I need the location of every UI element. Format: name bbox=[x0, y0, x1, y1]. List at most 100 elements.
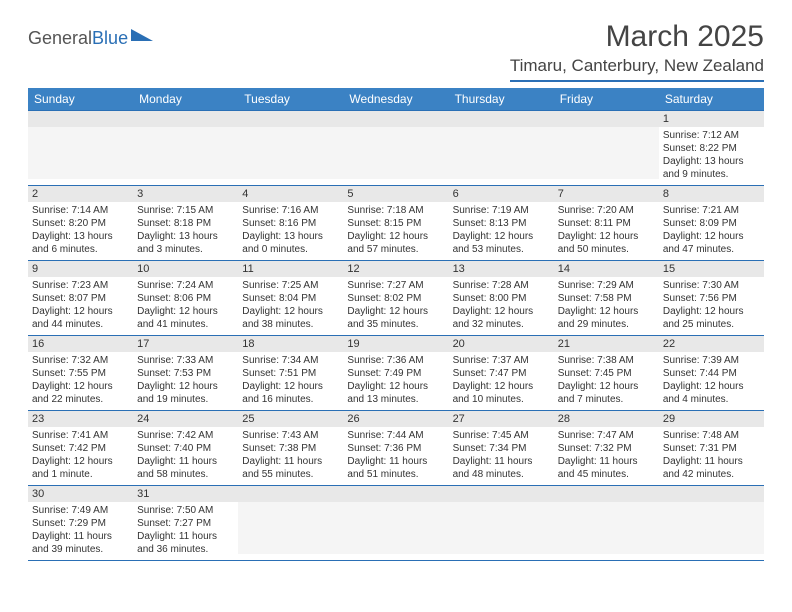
day-cell: 26Sunrise: 7:44 AMSunset: 7:36 PMDayligh… bbox=[343, 411, 448, 486]
day-number: 26 bbox=[343, 411, 448, 427]
day-number: 22 bbox=[659, 336, 764, 352]
day-header: Wednesday bbox=[343, 88, 448, 111]
title-block: March 2025 Timaru, Canterbury, New Zeala… bbox=[510, 20, 764, 82]
day-number: 9 bbox=[28, 261, 133, 277]
day-body: Sunrise: 7:50 AMSunset: 7:27 PMDaylight:… bbox=[133, 502, 238, 560]
day-cell bbox=[554, 486, 659, 561]
day-cell: 21Sunrise: 7:38 AMSunset: 7:45 PMDayligh… bbox=[554, 336, 659, 411]
header: GeneralBlue March 2025 Timaru, Canterbur… bbox=[28, 20, 764, 82]
day-cell: 14Sunrise: 7:29 AMSunset: 7:58 PMDayligh… bbox=[554, 261, 659, 336]
day-body-empty bbox=[449, 502, 554, 554]
day-cell: 25Sunrise: 7:43 AMSunset: 7:38 PMDayligh… bbox=[238, 411, 343, 486]
day-cell bbox=[554, 111, 659, 186]
day-cell: 22Sunrise: 7:39 AMSunset: 7:44 PMDayligh… bbox=[659, 336, 764, 411]
day-number: 16 bbox=[28, 336, 133, 352]
day-number: 28 bbox=[554, 411, 659, 427]
day-number bbox=[343, 111, 448, 127]
day-number: 8 bbox=[659, 186, 764, 202]
day-number: 30 bbox=[28, 486, 133, 502]
day-body: Sunrise: 7:19 AMSunset: 8:13 PMDaylight:… bbox=[449, 202, 554, 260]
day-body: Sunrise: 7:34 AMSunset: 7:51 PMDaylight:… bbox=[238, 352, 343, 410]
day-header-row: SundayMondayTuesdayWednesdayThursdayFrid… bbox=[28, 88, 764, 111]
day-body: Sunrise: 7:41 AMSunset: 7:42 PMDaylight:… bbox=[28, 427, 133, 485]
day-body: Sunrise: 7:33 AMSunset: 7:53 PMDaylight:… bbox=[133, 352, 238, 410]
calendar-row: 1Sunrise: 7:12 AMSunset: 8:22 PMDaylight… bbox=[28, 111, 764, 186]
day-header: Tuesday bbox=[238, 88, 343, 111]
day-body: Sunrise: 7:15 AMSunset: 8:18 PMDaylight:… bbox=[133, 202, 238, 260]
location: Timaru, Canterbury, New Zealand bbox=[510, 56, 764, 82]
day-number: 6 bbox=[449, 186, 554, 202]
day-cell: 11Sunrise: 7:25 AMSunset: 8:04 PMDayligh… bbox=[238, 261, 343, 336]
day-body: Sunrise: 7:14 AMSunset: 8:20 PMDaylight:… bbox=[28, 202, 133, 260]
day-body: Sunrise: 7:24 AMSunset: 8:06 PMDaylight:… bbox=[133, 277, 238, 335]
day-body: Sunrise: 7:39 AMSunset: 7:44 PMDaylight:… bbox=[659, 352, 764, 410]
day-cell: 8Sunrise: 7:21 AMSunset: 8:09 PMDaylight… bbox=[659, 186, 764, 261]
day-cell bbox=[238, 486, 343, 561]
logo-text-general: General bbox=[28, 28, 92, 48]
day-body-empty bbox=[238, 127, 343, 179]
day-body: Sunrise: 7:49 AMSunset: 7:29 PMDaylight:… bbox=[28, 502, 133, 560]
day-body: Sunrise: 7:43 AMSunset: 7:38 PMDaylight:… bbox=[238, 427, 343, 485]
day-body: Sunrise: 7:30 AMSunset: 7:56 PMDaylight:… bbox=[659, 277, 764, 335]
day-body: Sunrise: 7:48 AMSunset: 7:31 PMDaylight:… bbox=[659, 427, 764, 485]
day-cell bbox=[343, 486, 448, 561]
day-body: Sunrise: 7:21 AMSunset: 8:09 PMDaylight:… bbox=[659, 202, 764, 260]
day-number: 25 bbox=[238, 411, 343, 427]
day-body-empty bbox=[554, 502, 659, 554]
logo-flag-icon bbox=[131, 27, 153, 48]
day-body: Sunrise: 7:36 AMSunset: 7:49 PMDaylight:… bbox=[343, 352, 448, 410]
day-body: Sunrise: 7:42 AMSunset: 7:40 PMDaylight:… bbox=[133, 427, 238, 485]
day-body: Sunrise: 7:23 AMSunset: 8:07 PMDaylight:… bbox=[28, 277, 133, 335]
day-body: Sunrise: 7:16 AMSunset: 8:16 PMDaylight:… bbox=[238, 202, 343, 260]
day-body: Sunrise: 7:12 AMSunset: 8:22 PMDaylight:… bbox=[659, 127, 764, 185]
day-cell: 23Sunrise: 7:41 AMSunset: 7:42 PMDayligh… bbox=[28, 411, 133, 486]
day-cell: 27Sunrise: 7:45 AMSunset: 7:34 PMDayligh… bbox=[449, 411, 554, 486]
day-cell: 5Sunrise: 7:18 AMSunset: 8:15 PMDaylight… bbox=[343, 186, 448, 261]
calendar-row: 9Sunrise: 7:23 AMSunset: 8:07 PMDaylight… bbox=[28, 261, 764, 336]
day-cell bbox=[659, 486, 764, 561]
day-body: Sunrise: 7:27 AMSunset: 8:02 PMDaylight:… bbox=[343, 277, 448, 335]
day-body-empty bbox=[343, 502, 448, 554]
day-body: Sunrise: 7:45 AMSunset: 7:34 PMDaylight:… bbox=[449, 427, 554, 485]
day-body: Sunrise: 7:18 AMSunset: 8:15 PMDaylight:… bbox=[343, 202, 448, 260]
day-number: 13 bbox=[449, 261, 554, 277]
calendar-row: 30Sunrise: 7:49 AMSunset: 7:29 PMDayligh… bbox=[28, 486, 764, 561]
day-cell: 18Sunrise: 7:34 AMSunset: 7:51 PMDayligh… bbox=[238, 336, 343, 411]
day-body: Sunrise: 7:37 AMSunset: 7:47 PMDaylight:… bbox=[449, 352, 554, 410]
day-number: 11 bbox=[238, 261, 343, 277]
day-cell: 1Sunrise: 7:12 AMSunset: 8:22 PMDaylight… bbox=[659, 111, 764, 186]
day-cell: 15Sunrise: 7:30 AMSunset: 7:56 PMDayligh… bbox=[659, 261, 764, 336]
day-body: Sunrise: 7:47 AMSunset: 7:32 PMDaylight:… bbox=[554, 427, 659, 485]
day-number: 21 bbox=[554, 336, 659, 352]
calendar-table: SundayMondayTuesdayWednesdayThursdayFrid… bbox=[28, 88, 764, 561]
day-cell: 28Sunrise: 7:47 AMSunset: 7:32 PMDayligh… bbox=[554, 411, 659, 486]
day-number bbox=[449, 486, 554, 502]
day-body-empty bbox=[238, 502, 343, 554]
day-cell: 29Sunrise: 7:48 AMSunset: 7:31 PMDayligh… bbox=[659, 411, 764, 486]
day-number bbox=[659, 486, 764, 502]
calendar-row: 2Sunrise: 7:14 AMSunset: 8:20 PMDaylight… bbox=[28, 186, 764, 261]
day-body-empty bbox=[659, 502, 764, 554]
day-body-empty bbox=[554, 127, 659, 179]
day-cell bbox=[28, 111, 133, 186]
day-number bbox=[28, 111, 133, 127]
day-number: 12 bbox=[343, 261, 448, 277]
day-body-empty bbox=[449, 127, 554, 179]
day-number: 31 bbox=[133, 486, 238, 502]
day-number bbox=[449, 111, 554, 127]
day-number: 20 bbox=[449, 336, 554, 352]
day-number: 17 bbox=[133, 336, 238, 352]
day-cell: 12Sunrise: 7:27 AMSunset: 8:02 PMDayligh… bbox=[343, 261, 448, 336]
day-number: 15 bbox=[659, 261, 764, 277]
day-cell: 17Sunrise: 7:33 AMSunset: 7:53 PMDayligh… bbox=[133, 336, 238, 411]
day-number: 23 bbox=[28, 411, 133, 427]
day-cell bbox=[449, 486, 554, 561]
day-number bbox=[238, 486, 343, 502]
day-body: Sunrise: 7:28 AMSunset: 8:00 PMDaylight:… bbox=[449, 277, 554, 335]
logo-text-blue: Blue bbox=[92, 28, 128, 48]
logo: GeneralBlue bbox=[28, 20, 153, 49]
day-body: Sunrise: 7:38 AMSunset: 7:45 PMDaylight:… bbox=[554, 352, 659, 410]
day-cell: 7Sunrise: 7:20 AMSunset: 8:11 PMDaylight… bbox=[554, 186, 659, 261]
day-number: 5 bbox=[343, 186, 448, 202]
day-body-empty bbox=[343, 127, 448, 179]
